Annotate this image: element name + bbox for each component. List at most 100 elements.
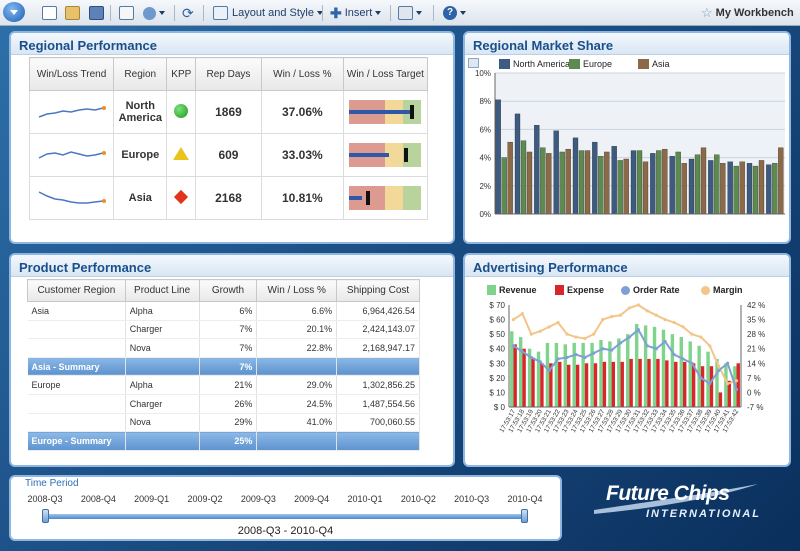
revenue-bar: [581, 342, 585, 407]
open-button[interactable]: [65, 4, 80, 22]
order-rate-point: [511, 344, 516, 348]
time-slider-start-handle[interactable]: [42, 509, 49, 523]
bar: [565, 148, 571, 215]
y-tick-label: 6%: [479, 125, 491, 134]
region-cell: [27, 338, 126, 358]
table-row[interactable]: Nova 7% 22.8% 2,168,947.17: [27, 338, 420, 358]
chevron-down-icon: [460, 11, 466, 15]
y2-tick-label: 35 %: [747, 316, 765, 325]
expense-bar: [700, 366, 705, 407]
users-button[interactable]: [143, 4, 165, 22]
y-tick-label: 2%: [479, 182, 491, 191]
panel-title: Advertising Performance: [465, 255, 789, 277]
y-tick-label: $ 20: [489, 374, 505, 383]
product-line-cell: Nova: [125, 338, 200, 358]
shipping-cost-cell: 1,302,856.25: [336, 375, 420, 395]
column-header[interactable]: Customer Region: [27, 279, 126, 302]
time-tick-label: 2009-Q2: [187, 494, 223, 504]
layout-and-style-menu[interactable]: Layout and Style: [213, 4, 323, 22]
column-header[interactable]: Product Line: [124, 279, 200, 302]
app-menu-button[interactable]: [3, 2, 25, 22]
win-loss-cell: 6.6%: [256, 301, 338, 321]
bullet-target: [410, 105, 415, 119]
bar: [688, 158, 695, 215]
help-button[interactable]: ?: [443, 4, 466, 22]
column-header[interactable]: Win / Loss %: [256, 279, 338, 302]
my-workbench-button[interactable]: ☆ My Workbench: [701, 4, 794, 22]
save-button[interactable]: [89, 4, 104, 22]
logo-swoosh: [594, 484, 758, 514]
table-row[interactable]: Charger 7% 20.1% 2,424,143.07: [27, 320, 420, 340]
revenue-bar: [724, 363, 728, 407]
legend-item-margin: Margin: [701, 285, 743, 295]
bar: [520, 140, 527, 215]
margin-point: [565, 332, 569, 336]
table-row[interactable]: Europe 609 33.03%: [28, 133, 429, 177]
column-header[interactable]: Rep Days: [195, 57, 262, 91]
product-line-cell: Alpha: [125, 375, 200, 395]
bar: [617, 160, 623, 215]
summary-row[interactable]: Asia - Summary 7%: [27, 357, 420, 377]
new-dashboard-button[interactable]: [42, 4, 57, 22]
time-slider-track[interactable]: [45, 514, 525, 519]
shipping-cost-cell: 700,060.55: [336, 413, 420, 433]
bar: [611, 146, 617, 215]
revenue-bar: [536, 351, 541, 407]
bullet-target: [366, 191, 371, 205]
refresh-icon: ⟳: [182, 4, 194, 21]
column-header[interactable]: Growth: [198, 279, 258, 302]
refresh-button[interactable]: ⟳: [182, 4, 194, 22]
revenue-bar: [554, 342, 559, 407]
margin-point: [618, 313, 623, 317]
table-row[interactable]: North America 1869 37.06%: [28, 90, 429, 134]
column-header[interactable]: Win / Loss %: [260, 57, 344, 91]
email-button[interactable]: [119, 4, 134, 22]
column-header[interactable]: Win/Loss Trend: [28, 57, 115, 91]
table-row[interactable]: Europe Alpha 21% 29.0% 1,302,856.25: [27, 375, 420, 395]
order-rate-point: [574, 352, 578, 357]
expense-bar: [602, 361, 607, 407]
new-document-icon: [42, 6, 57, 20]
save-icon: [89, 6, 104, 20]
bar: [681, 163, 687, 215]
column-header[interactable]: Shipping Cost: [336, 279, 420, 302]
region-cell: Asia: [27, 301, 126, 321]
bar: [578, 150, 585, 215]
time-tick-label: 2010-Q3: [454, 494, 490, 504]
win-loss-target-cell: [342, 176, 429, 220]
toolbar: ⟳ Layout and Style ✚ Insert ? ☆ My Workben…: [0, 0, 800, 26]
help-icon: ?: [443, 6, 457, 20]
summary-row[interactable]: Europe - Summary 25%: [27, 431, 420, 451]
expense-bar: [683, 361, 687, 407]
win-loss-cell: [256, 357, 338, 377]
margin-point: [734, 379, 739, 383]
y-tick-label: $ 70: [489, 301, 505, 310]
product-line-cell: Nova: [125, 413, 200, 433]
table-row[interactable]: Asia 2168 10.81%: [28, 176, 429, 220]
expense-bar: [558, 361, 562, 407]
column-header[interactable]: Win / Loss Target: [342, 57, 429, 91]
kpp-cell: [166, 133, 197, 177]
y-tick-label: $ 0: [494, 403, 506, 412]
column-header[interactable]: Region: [113, 57, 168, 91]
bar: [772, 163, 778, 215]
print-button[interactable]: [398, 4, 422, 22]
win-loss-trend-cell: [28, 90, 115, 134]
legend-item-revenue: Revenue: [487, 285, 537, 295]
growth-cell: 26%: [199, 394, 258, 414]
expense-bar: [540, 363, 544, 407]
region-cell: Europe: [27, 375, 126, 395]
table-row[interactable]: Charger 26% 24.5% 1,487,554.56: [27, 394, 420, 414]
order-rate-point: [520, 350, 524, 354]
region-cell: [27, 413, 126, 433]
margin-point: [699, 335, 703, 339]
column-header[interactable]: KPP: [166, 57, 197, 91]
table-row[interactable]: Asia Alpha 6% 6.6% 6,964,426.54: [27, 301, 420, 321]
margin-point: [529, 332, 533, 336]
insert-menu[interactable]: ✚ Insert: [330, 4, 382, 22]
shipping-cost-cell: 2,424,143.07: [336, 320, 420, 340]
filter-icon[interactable]: [468, 58, 479, 68]
time-slider-end-handle[interactable]: [521, 509, 528, 523]
y-tick-label: $ 50: [489, 330, 505, 339]
table-row[interactable]: Nova 29% 41.0% 700,060.55: [27, 413, 420, 433]
